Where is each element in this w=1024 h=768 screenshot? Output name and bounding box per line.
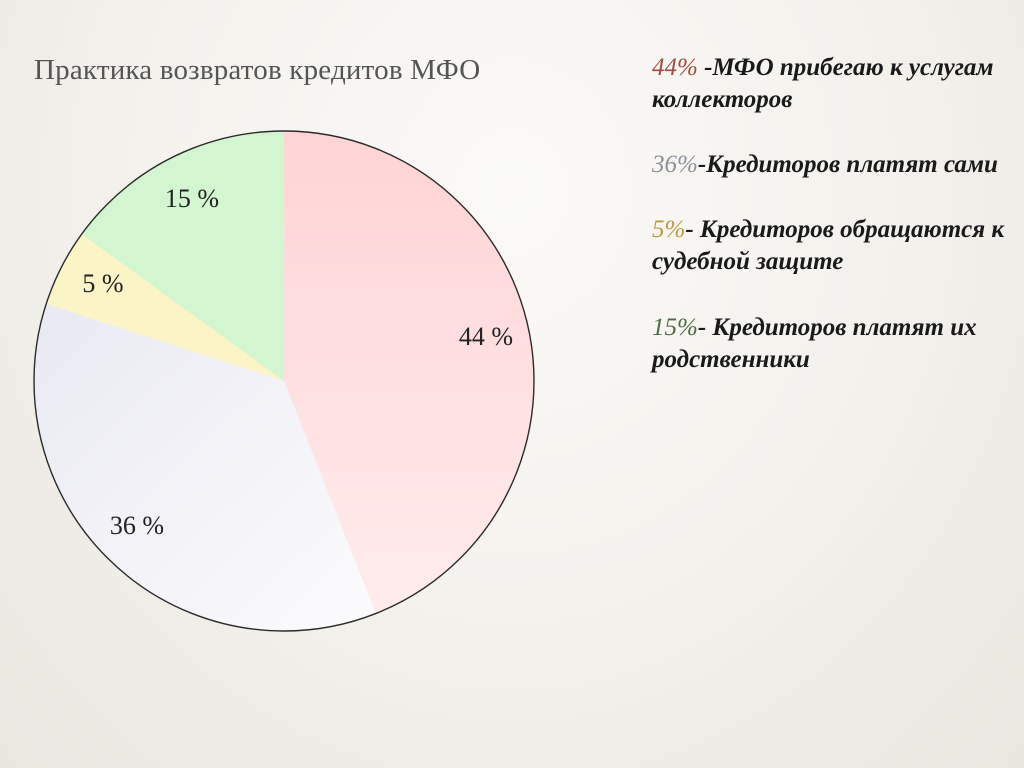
legend-item-collectors: 44% -МФО прибегаю к услугам коллекторов [652,52,1012,116]
legend-item-court: 5%- Кредиторов обращаются к судебной защ… [652,214,1012,278]
legend-text: - Кредиторов обращаются к судебной защит… [652,216,1005,275]
legend-pct: 15% [652,314,698,341]
pie-slice-shading [34,303,377,631]
pie-slice [46,234,284,381]
legend: 44% -МФО прибегаю к услугам коллекторов … [652,52,1012,409]
pie-data-label: 15 % [165,184,219,213]
slide-title: Практика возвратов кредитов МФО [34,54,481,86]
legend-pct: 36% [652,151,698,178]
legend-item-relatives: 15%- Кредиторов платят их родственники [652,312,1012,376]
legend-text: - Кредиторов платят их родственники [652,314,977,373]
legend-text: -МФО прибегаю к услугам коллекторов [652,54,994,113]
pie-data-label: 36 % [110,511,164,540]
legend-pct: 5% [652,216,686,243]
pie-outline [33,130,535,632]
pie-slice-shading [284,131,534,614]
legend-item-self-pay: 36%-Кредиторов платят сами [652,149,1012,181]
pie-slice [81,131,284,381]
legend-text: -Кредиторов платят сами [697,151,998,178]
pie-data-label: 5 % [82,269,123,298]
legend-pct: 44% [652,54,698,81]
pie-data-label: 44 % [459,322,513,351]
